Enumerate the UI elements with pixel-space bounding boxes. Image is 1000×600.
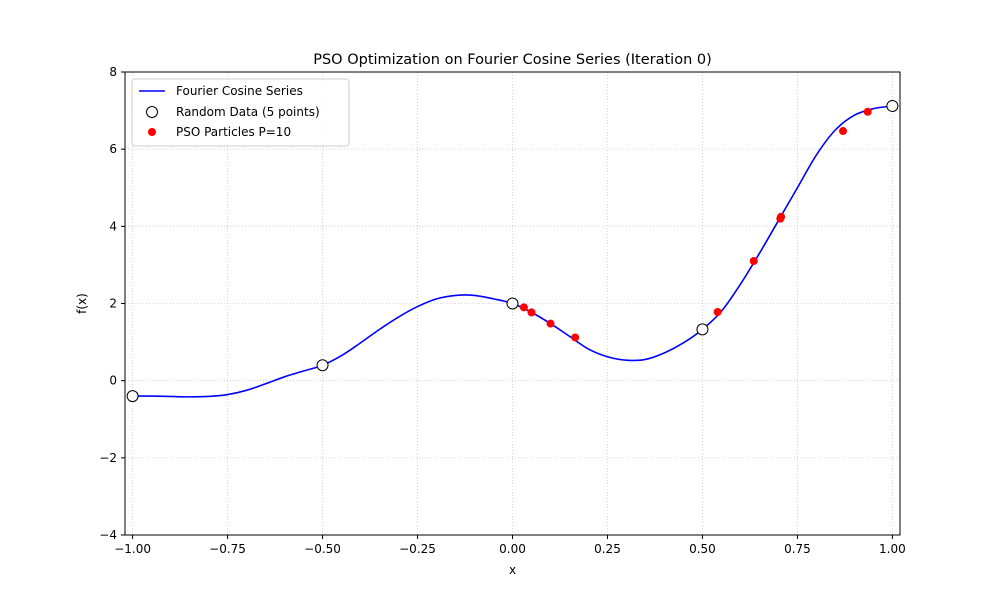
x-tick-label: −1.00 bbox=[114, 542, 151, 556]
legend-label-curve: Fourier Cosine Series bbox=[176, 84, 303, 98]
y-tick-label: 6 bbox=[109, 142, 117, 156]
pso-particle bbox=[571, 333, 580, 342]
y-tick-label: −2 bbox=[99, 451, 117, 465]
x-tick-label: −0.75 bbox=[209, 542, 246, 556]
x-tick-label: 0.75 bbox=[784, 542, 811, 556]
pso-particle bbox=[527, 308, 536, 317]
x-tick-label: 0.50 bbox=[689, 542, 716, 556]
data-point bbox=[126, 390, 139, 403]
pso-particle bbox=[863, 107, 872, 116]
legend-label-data: Random Data (5 points) bbox=[176, 105, 320, 119]
x-tick-label: 1.00 bbox=[879, 542, 906, 556]
data-point bbox=[696, 323, 709, 336]
x-tick-label: 0.25 bbox=[594, 542, 621, 556]
data-point bbox=[316, 359, 329, 372]
pso-particle bbox=[546, 319, 555, 328]
y-tick-label: 8 bbox=[109, 65, 117, 79]
legend-box bbox=[131, 78, 350, 147]
pso-particle bbox=[749, 257, 758, 266]
legend-data-marker bbox=[146, 106, 158, 118]
data-point bbox=[886, 99, 899, 112]
points-layer bbox=[126, 99, 899, 403]
chart-title: PSO Optimization on Fourier Cosine Serie… bbox=[313, 52, 712, 68]
y-tick-label: 2 bbox=[109, 297, 117, 311]
ticks: −1.00 −0.75 −0.50 −0.25 0.00 0.25 0.50 0.75 1.00… bbox=[99, 65, 905, 556]
pso-particle bbox=[777, 212, 786, 221]
legend-label-particles: PSO Particles P=10 bbox=[176, 125, 291, 139]
y-tick-label: 0 bbox=[109, 374, 117, 388]
pso-particle bbox=[839, 127, 848, 136]
pso-particle bbox=[519, 303, 528, 312]
legend-particle-marker bbox=[148, 128, 156, 136]
x-tick-label: 0.00 bbox=[499, 542, 526, 556]
data-point bbox=[506, 297, 519, 310]
x-axis-label: x bbox=[509, 563, 516, 577]
x-tick-label: −0.50 bbox=[304, 542, 341, 556]
y-axis-label: f(x) bbox=[75, 293, 89, 314]
pso-particle bbox=[713, 307, 722, 316]
legend: Fourier Cosine Series Random Data (5 poi… bbox=[131, 78, 350, 147]
y-tick-label: 4 bbox=[109, 219, 117, 233]
x-tick-label: −0.25 bbox=[399, 542, 436, 556]
y-tick-label: −4 bbox=[99, 528, 117, 542]
